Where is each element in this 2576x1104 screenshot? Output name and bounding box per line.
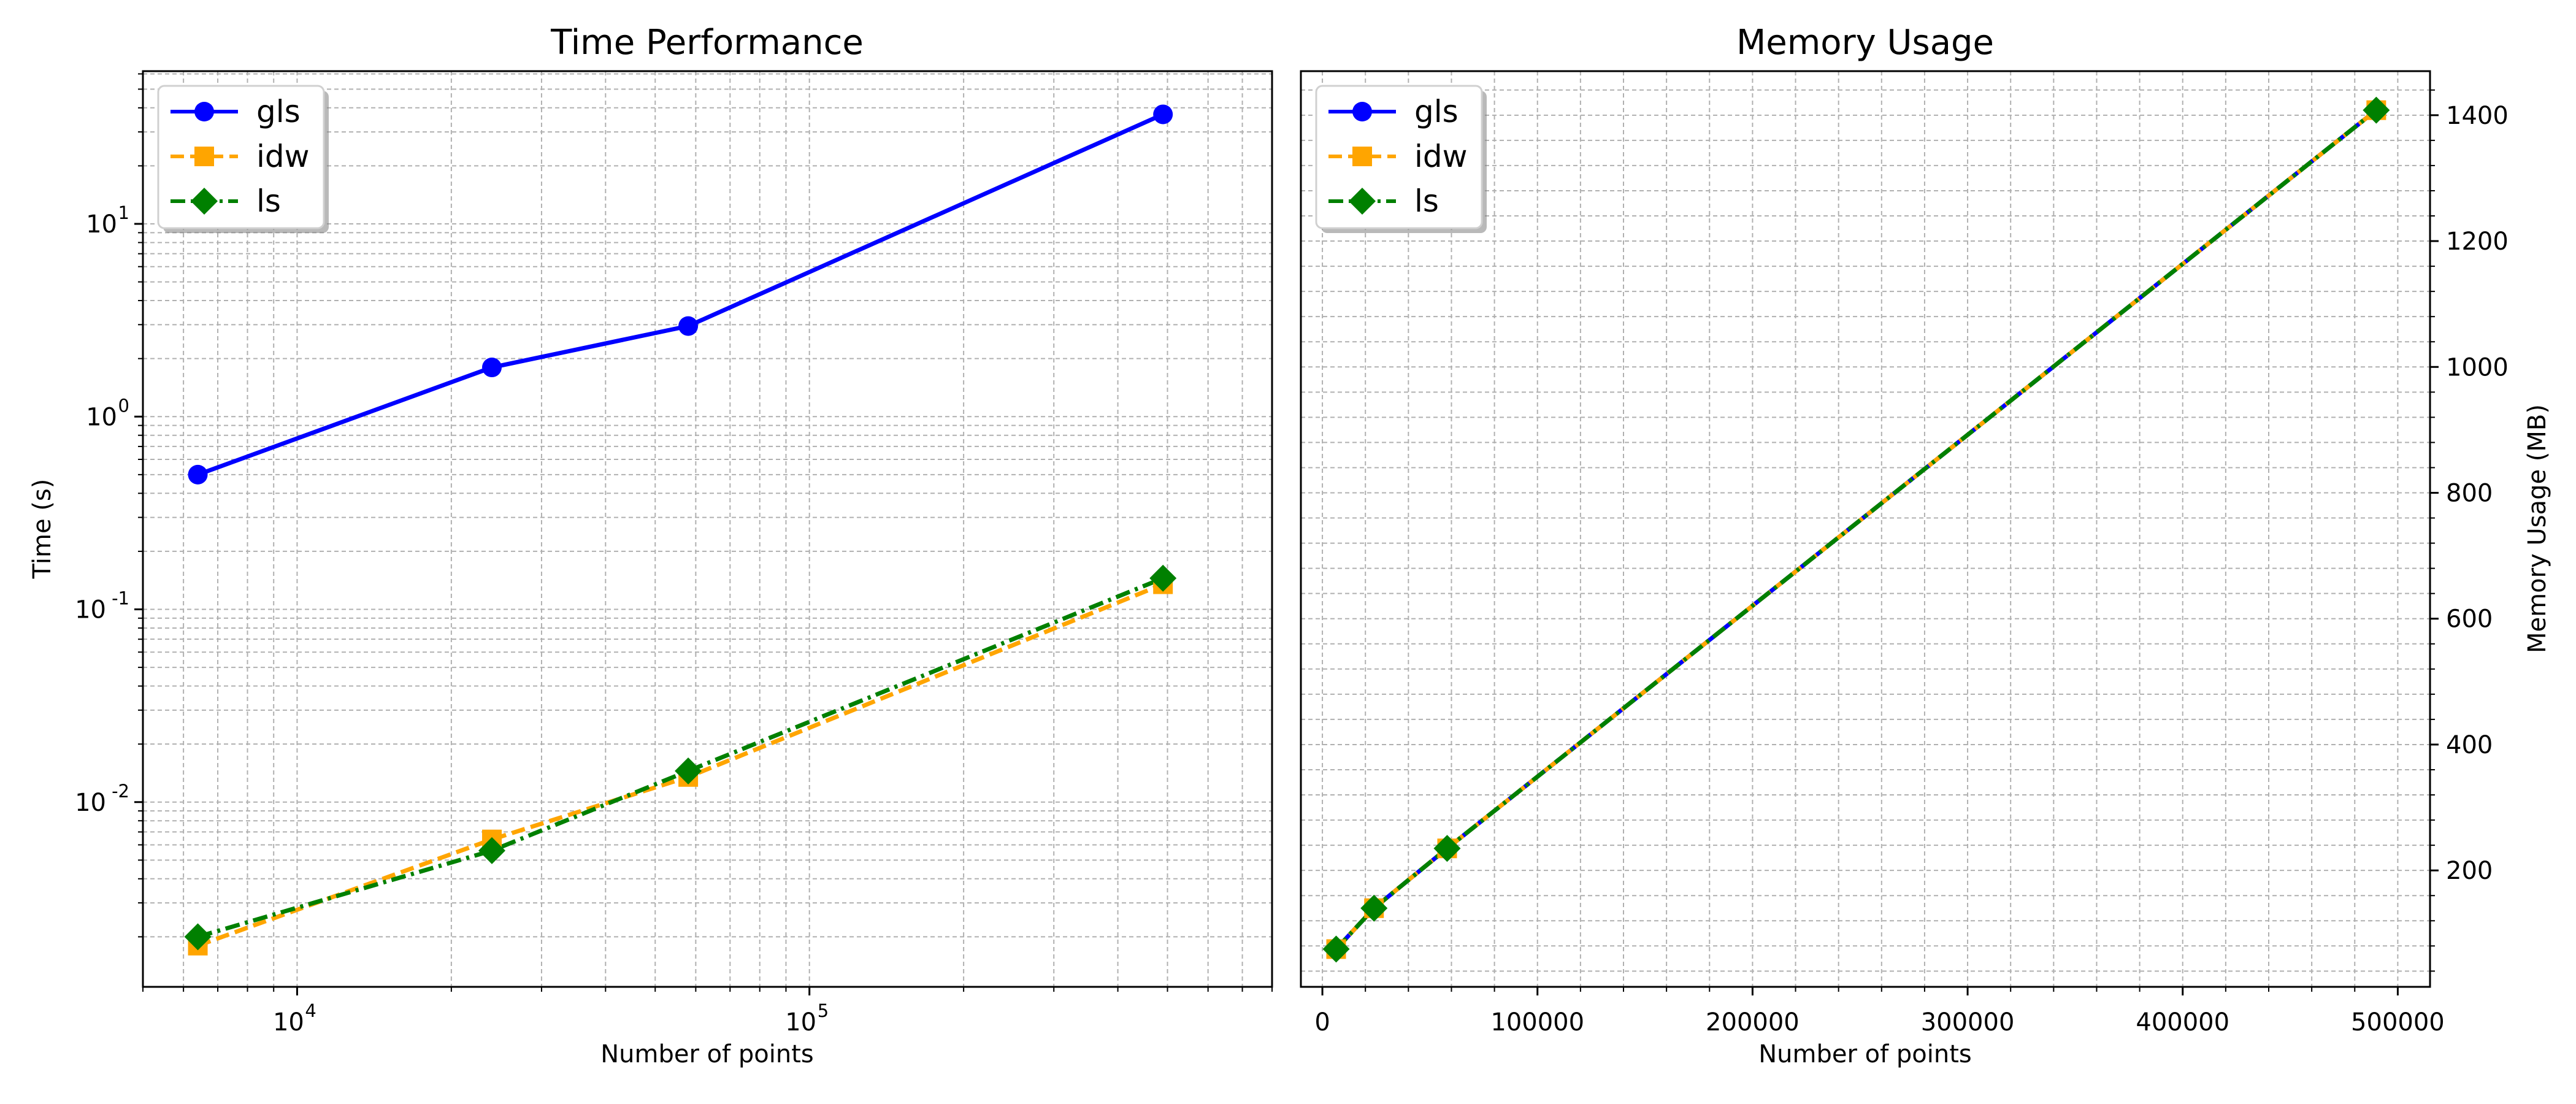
y-axis-label: Time (s) [28,479,56,580]
series-line-idw [1334,108,2378,951]
x-axis-label: Number of points [1758,1040,1972,1068]
plot-frame [1300,70,2431,988]
data-point-ls [184,923,212,951]
legend-marker-gls [194,102,214,121]
data-point-gls [678,316,699,336]
series-markers [184,104,1177,956]
data-point-ls [1433,835,1461,862]
data-point-ls [2363,96,2390,124]
y-tick-label: 1200 [2446,228,2509,256]
legend: gls idw ls [1315,85,1487,233]
y-tick-exponent: -2 [112,781,129,802]
y-axis-label: Memory Usage (MB) [2523,404,2551,653]
series-line-idw [197,582,1164,948]
y-tick-exponent: 0 [118,395,129,416]
chart-title: Memory Usage [1736,23,1994,63]
data-point-ls [1149,564,1177,592]
x-tick-label: 10 [273,1008,304,1037]
data-point-ls [478,837,506,864]
legend-marker-ls [191,188,218,215]
y-tick-label: 200 [2446,857,2493,885]
series-line-gls [197,112,1164,477]
legend-label-gls: gls [1414,94,1459,129]
y-tick-label: 1000 [2446,353,2509,381]
series-lines [1334,108,2378,951]
y-tick-label: 10 [75,789,106,817]
y-tick-label: 1400 [2446,102,2509,130]
legend-label-idw: idw [256,139,310,174]
y-tick-label: 10 [86,210,117,239]
legend-marker-idw [194,147,214,166]
y-tick-label: 400 [2446,731,2493,759]
y-tick-label: 10 [86,403,117,431]
x-axis-label: Number of points [600,1040,814,1068]
plot-frame [142,70,1273,988]
grid [1301,71,2430,987]
x-tick-label: 300000 [1921,1008,2015,1037]
x-tick-exponent: 5 [818,1000,829,1021]
y-tick-exponent: 1 [118,202,129,223]
x-tick-label: 100000 [1490,1008,1584,1037]
x-tick-label: 500000 [2351,1008,2445,1037]
legend-label-ls: ls [1414,183,1439,219]
data-point-ls [675,757,702,785]
x-tick-label: 400000 [2136,1008,2229,1037]
series-lines [197,112,1164,948]
chart-title: Time Performance [550,23,864,63]
legend-marker-ls [1349,188,1376,215]
data-point-gls [188,464,208,485]
data-point-ls [1360,894,1388,922]
x-tick-label: 200000 [1706,1008,1800,1037]
y-tick-label: 800 [2446,479,2493,507]
data-point-ls [1322,935,1350,963]
y-tick-label: 600 [2446,605,2493,634]
data-point-gls [482,358,502,378]
y-tick-exponent: -1 [112,588,129,609]
series-line-ls [1334,108,2378,951]
series-line-ls [197,576,1164,939]
x-tick-label: 10 [785,1008,816,1037]
memory-usage-panel: Memory Usage 0 100000 200000 300000 400000 50… [1300,23,2551,1068]
axis-ticks: 0 100000 200000 300000 400000 500000 200 400 600… [1314,89,2509,1037]
y-tick-label: 10 [75,596,106,624]
legend-label-ls: ls [256,183,281,219]
legend: gls idw ls [157,85,329,233]
series-markers [1322,96,2390,963]
legend-marker-idw [1352,147,1372,166]
x-tick-exponent: 4 [305,1000,316,1021]
x-tick-label: 0 [1314,1008,1330,1037]
data-point-gls [1153,104,1173,125]
legend-label-idw: idw [1414,139,1468,174]
legend-marker-gls [1352,102,1372,121]
legend-label-gls: gls [256,94,301,129]
